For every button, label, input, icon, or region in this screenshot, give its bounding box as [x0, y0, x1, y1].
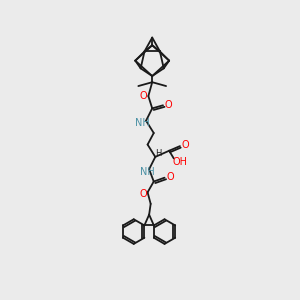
Text: H: H: [155, 148, 162, 158]
Text: NH: NH: [135, 118, 150, 128]
Text: O: O: [166, 172, 174, 182]
Text: O: O: [165, 100, 172, 110]
Text: OH: OH: [172, 157, 188, 166]
Text: O: O: [140, 91, 148, 101]
Text: O: O: [182, 140, 189, 150]
Text: NH: NH: [140, 167, 155, 176]
Text: O: O: [139, 189, 147, 199]
